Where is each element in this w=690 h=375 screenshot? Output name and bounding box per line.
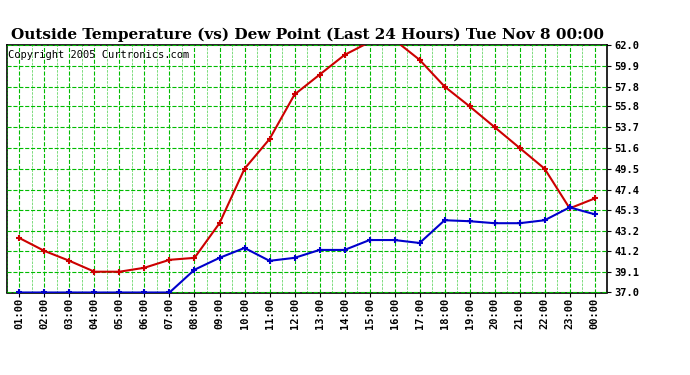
Title: Outside Temperature (vs) Dew Point (Last 24 Hours) Tue Nov 8 00:00: Outside Temperature (vs) Dew Point (Last… — [10, 28, 604, 42]
Text: Copyright 2005 Curtronics.com: Copyright 2005 Curtronics.com — [8, 50, 189, 60]
